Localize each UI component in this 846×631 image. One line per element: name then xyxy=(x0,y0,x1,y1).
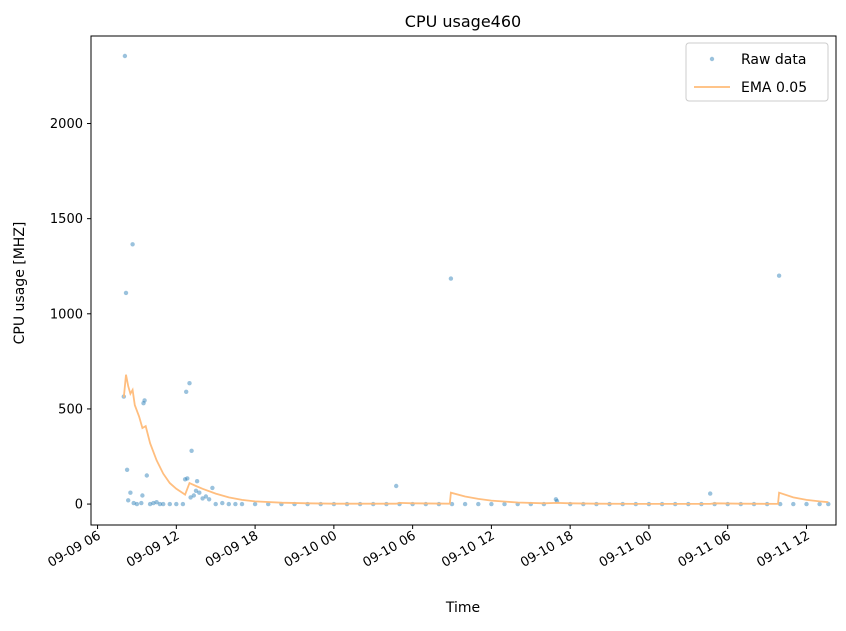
legend-label-raw-data: Raw data xyxy=(741,52,806,68)
raw-data-point xyxy=(197,490,202,495)
raw-data-point xyxy=(151,500,156,506)
raw-data-point xyxy=(226,501,231,507)
chart-title: CPU usage460 xyxy=(405,12,521,31)
legend-marker-raw-data xyxy=(709,56,715,62)
raw-data-point xyxy=(210,485,215,491)
raw-data-point xyxy=(193,488,199,493)
raw-data-point xyxy=(139,500,144,506)
raw-data-point xyxy=(142,398,147,403)
raw-data-point xyxy=(157,501,163,507)
raw-data-point xyxy=(174,501,179,507)
raw-data-point xyxy=(448,276,454,281)
legend: Raw data EMA 0.05 xyxy=(685,42,829,102)
raw-data-point xyxy=(708,491,713,496)
raw-data-point xyxy=(154,500,159,505)
raw-data-point xyxy=(252,501,258,507)
raw-data-point xyxy=(194,479,200,484)
y-tick-label: 500 xyxy=(58,402,83,417)
y-tick-label: 1500 xyxy=(50,212,83,227)
raw-data-point xyxy=(394,483,399,489)
raw-data-point xyxy=(128,490,133,495)
ema-line xyxy=(122,374,829,505)
raw-data-point xyxy=(804,501,809,507)
raw-data-point xyxy=(817,501,822,507)
raw-data-point xyxy=(189,448,194,453)
raw-data-point xyxy=(489,501,494,507)
raw-data-point xyxy=(553,497,559,502)
raw-data-point xyxy=(462,501,468,507)
axes-frame xyxy=(90,35,837,526)
legend-label-ema: EMA 0.05 xyxy=(741,80,807,96)
raw-data-point xyxy=(131,500,136,506)
y-axis-label: CPU usage [MHZ] xyxy=(12,222,28,345)
raw-data-point xyxy=(200,496,205,501)
raw-data-point xyxy=(778,501,783,507)
raw-data-point xyxy=(180,501,186,507)
raw-data-point xyxy=(144,473,149,478)
raw-data-point xyxy=(191,493,196,498)
raw-data-point xyxy=(476,501,481,507)
raw-data-point xyxy=(791,501,796,507)
raw-data-point xyxy=(124,467,130,472)
raw-data-point xyxy=(220,500,225,506)
raw-data-point xyxy=(126,498,131,503)
raw-data-point xyxy=(185,476,190,481)
raw-data-point xyxy=(182,477,188,482)
plot-area xyxy=(121,53,831,507)
raw-data-point xyxy=(123,290,129,296)
raw-data-point xyxy=(161,501,166,507)
raw-data-point xyxy=(239,501,245,507)
raw-data-point xyxy=(188,495,193,500)
raw-data-point xyxy=(184,389,189,394)
raw-data-point xyxy=(167,501,172,507)
y-tick-label: 0 xyxy=(75,498,83,513)
raw-data-point xyxy=(502,501,507,507)
raw-data-point xyxy=(130,242,135,247)
raw-data-point xyxy=(187,381,192,386)
raw-data-point xyxy=(141,401,146,406)
raw-data-point xyxy=(776,273,782,278)
raw-data-point xyxy=(140,493,145,498)
raw-data-point xyxy=(203,494,209,499)
raw-data-point xyxy=(213,501,218,507)
raw-data-point xyxy=(206,497,212,502)
y-tick-label: 2000 xyxy=(50,117,83,132)
raw-data-point xyxy=(122,53,128,59)
raw-data-point xyxy=(449,501,455,507)
y-tick-label: 1000 xyxy=(50,307,83,322)
raw-data-point xyxy=(147,501,153,507)
raw-data-point xyxy=(134,501,140,507)
raw-data-point xyxy=(233,501,238,507)
x-axis-label: Time xyxy=(445,600,480,616)
